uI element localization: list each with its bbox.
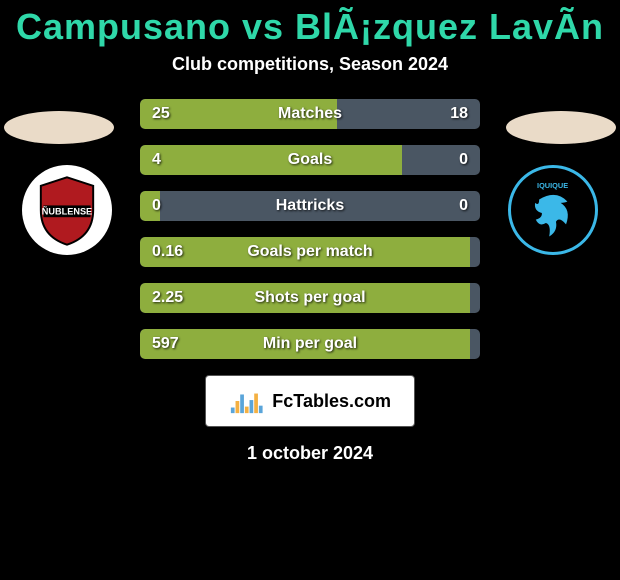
stat-label: Goals: [140, 145, 480, 175]
date-line: 1 october 2024: [0, 443, 620, 464]
dragon-icon: IQUIQUE: [519, 176, 586, 243]
stat-bars: Matches2518Goals40Hattricks00Goals per m…: [140, 99, 480, 359]
stat-value-right: 0: [459, 145, 468, 175]
stat-label: Min per goal: [140, 329, 480, 359]
crest-right: IQUIQUE: [508, 165, 598, 255]
stat-label: Hattricks: [140, 191, 480, 221]
stat-bar: Shots per goal2.25: [140, 283, 480, 313]
stat-value-left: 2.25: [152, 283, 183, 313]
crest-left: ÑUBLENSE: [22, 165, 112, 255]
stat-label: Matches: [140, 99, 480, 129]
stat-bar: Hattricks0 0: [140, 191, 480, 221]
page-title: Campusano vs BlÃ¡zquez LavÃ­n: [0, 0, 620, 48]
page-subtitle: Club competitions, Season 2024: [0, 54, 620, 75]
stat-value-right: 0: [459, 191, 468, 221]
stat-bar: Goals per match0.16: [140, 237, 480, 267]
source-logo-text: FcTables.com: [272, 391, 391, 412]
stat-value-left: 597: [152, 329, 179, 359]
player-silhouette-left: [4, 111, 114, 144]
stat-bar: Matches25 18: [140, 99, 480, 129]
stat-value-left: 25: [152, 99, 170, 129]
stat-bar: Min per goal597: [140, 329, 480, 359]
player-silhouette-right: [506, 111, 616, 144]
crest-left-label: ÑUBLENSE: [42, 207, 92, 217]
stat-label: Shots per goal: [140, 283, 480, 313]
stat-value-left: 0: [152, 191, 161, 221]
stat-value-left: 4: [152, 145, 161, 175]
stat-bar: Goals4 0: [140, 145, 480, 175]
comparison-body: ÑUBLENSE IQUIQUE Matches2518Goals40Hattr…: [0, 99, 620, 464]
stat-value-right: 18: [450, 99, 468, 129]
shield-icon: ÑUBLENSE: [31, 174, 103, 246]
stat-label: Goals per match: [140, 237, 480, 267]
crest-right-label: IQUIQUE: [537, 182, 568, 191]
barchart-icon: [229, 387, 266, 415]
source-logo: FcTables.com: [205, 375, 415, 427]
stat-value-left: 0.16: [152, 237, 183, 267]
